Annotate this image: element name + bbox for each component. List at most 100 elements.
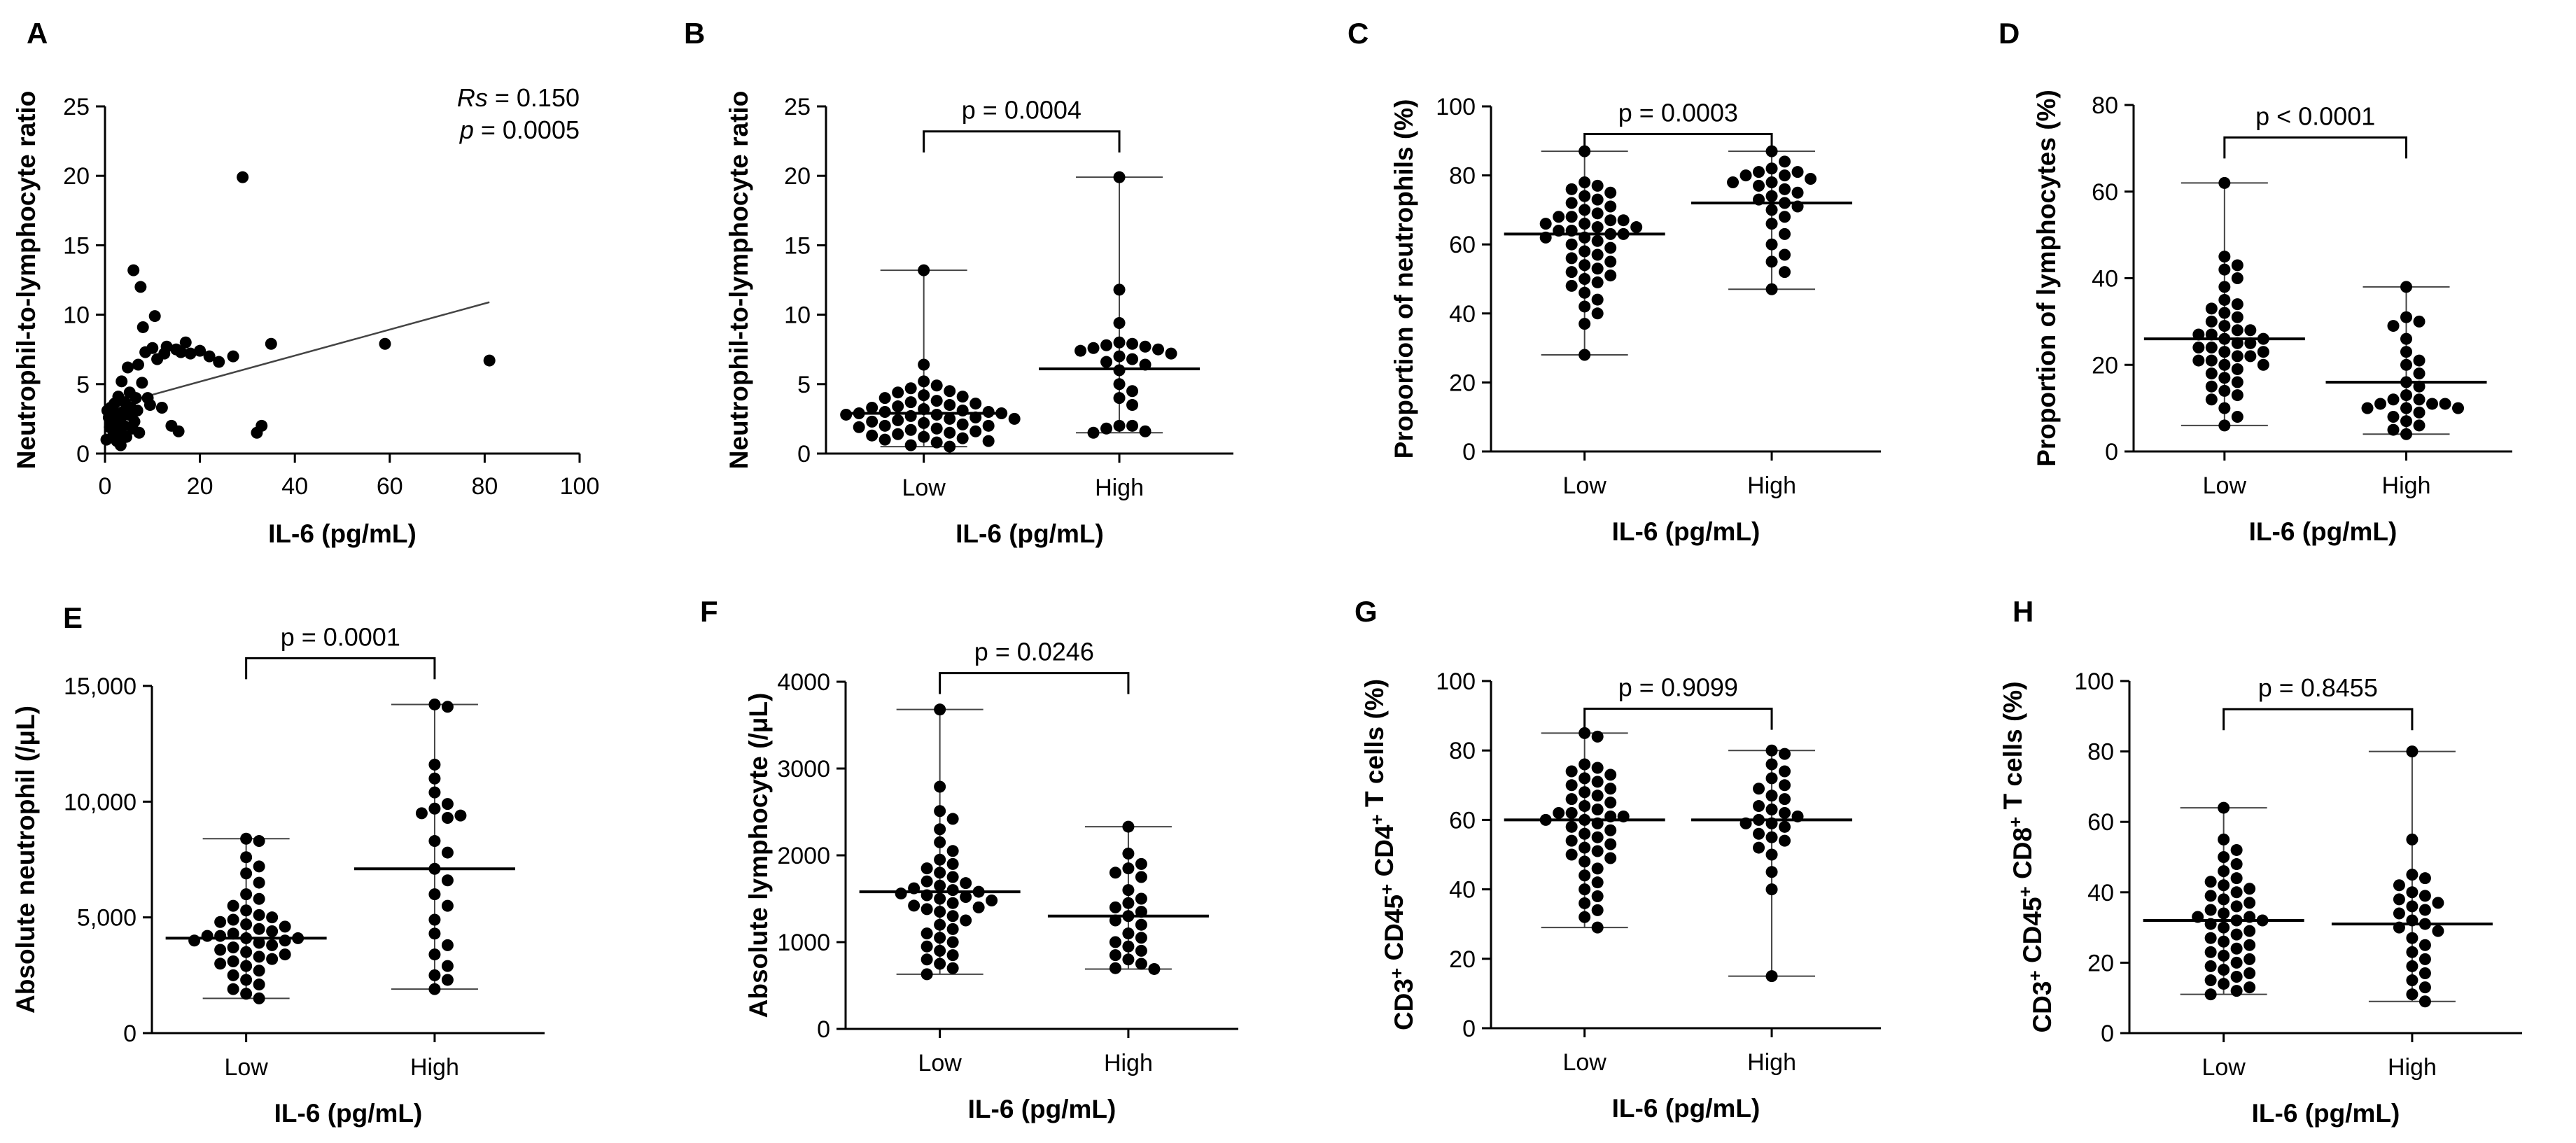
data-point [1779,820,1791,833]
data-point [1604,241,1617,254]
data-point [441,874,454,887]
data-point [2230,985,2243,997]
data-point [934,918,946,931]
data-point [1565,765,1578,778]
data-point [1591,845,1604,857]
data-point [2406,932,2418,944]
data-point [956,432,969,444]
data-point [2400,415,2413,428]
data-point [1122,953,1135,966]
data-point [2218,176,2231,189]
data-point [227,350,239,363]
data-point [146,342,159,354]
y-tick-label: 0 [123,1021,136,1047]
data-point [1753,827,1765,840]
data-point [2231,350,2244,363]
data-point [2400,402,2413,414]
data-point [1100,356,1113,368]
data-point [2400,389,2413,402]
y-axis-title-part: CD45 [2018,897,2047,970]
data-point [920,862,933,875]
y-axis-title: CD3+ CD45+ CD8+ T cells (%) [1998,681,2057,1032]
data-point [1165,347,1177,360]
data-point [2426,398,2439,410]
data-point [1087,342,1100,354]
data-point [1779,834,1791,847]
data-point [441,701,454,713]
data-point [128,415,141,428]
data-point [2218,935,2230,948]
data-point [1113,378,1126,391]
data-point [918,264,930,276]
data-point [227,969,239,981]
data-point [946,962,959,974]
data-point [2244,981,2256,994]
y-axis-title-part: CD3 [2028,981,2057,1033]
y-tick-label: 40 [2092,266,2118,293]
data-point [253,860,265,873]
data-point [934,823,946,836]
data-point [944,399,956,412]
data-point [1591,904,1604,916]
panel-c: C 0 20 40 60 80 100 Proportion of neutrophils (… [1348,17,1881,546]
data-point [982,435,995,447]
data-point [2406,960,2418,972]
data-point [108,418,121,430]
data-point [960,877,972,890]
data-point [127,264,140,276]
data-point [1591,890,1604,903]
data-point [115,375,128,388]
data-point [2418,995,2431,1008]
p-value: = 0.0005 [474,115,580,144]
data-point [227,955,239,967]
data-point [1791,166,1804,178]
data-point [1553,806,1565,819]
data-point [1113,283,1126,296]
data-point [227,927,239,940]
data-point [2418,967,2431,979]
data-point [1113,336,1126,349]
data-point [960,914,972,927]
y-tick-label: 0 [2105,439,2118,465]
data-point [266,939,279,951]
data-point [946,949,959,962]
data-point [120,430,133,443]
p-value-label: p < 0.0001 [2255,101,2375,130]
y-axis-title-superscript: + [2024,970,2045,981]
data-point [253,835,265,848]
data-point [415,807,428,820]
category-label-high: High [1104,1050,1153,1077]
data-point [944,412,956,425]
data-point [2406,900,2418,913]
data-point [1074,344,1087,357]
data-point [930,436,943,449]
data-point [2230,886,2243,899]
y-axis-title-superscript: + [2005,817,2026,827]
y-axis-title-superscript: + [1366,814,1387,825]
data-point [266,925,279,938]
y-tick-label: 0 [1462,439,1476,465]
data-point [1126,419,1139,432]
data-point [2400,281,2413,293]
data-point [946,813,959,825]
data-point [2218,879,2230,892]
data-point [2231,376,2244,388]
category-label-low: Low [2203,472,2247,499]
data-point [934,958,946,970]
data-point [908,899,920,912]
significance-bracket [245,657,436,680]
data-point [2204,932,2217,944]
data-point [2230,971,2243,983]
data-point [1765,238,1778,251]
data-point [2406,869,2418,881]
data-point [1591,276,1604,288]
data-point [1578,841,1591,854]
data-point [2387,393,2400,406]
data-point [237,171,249,183]
data-point [1630,221,1643,234]
data-point [2387,320,2400,332]
data-point [1135,944,1147,957]
data-point [930,422,943,435]
data-point [895,888,907,900]
data-point [1591,862,1604,875]
